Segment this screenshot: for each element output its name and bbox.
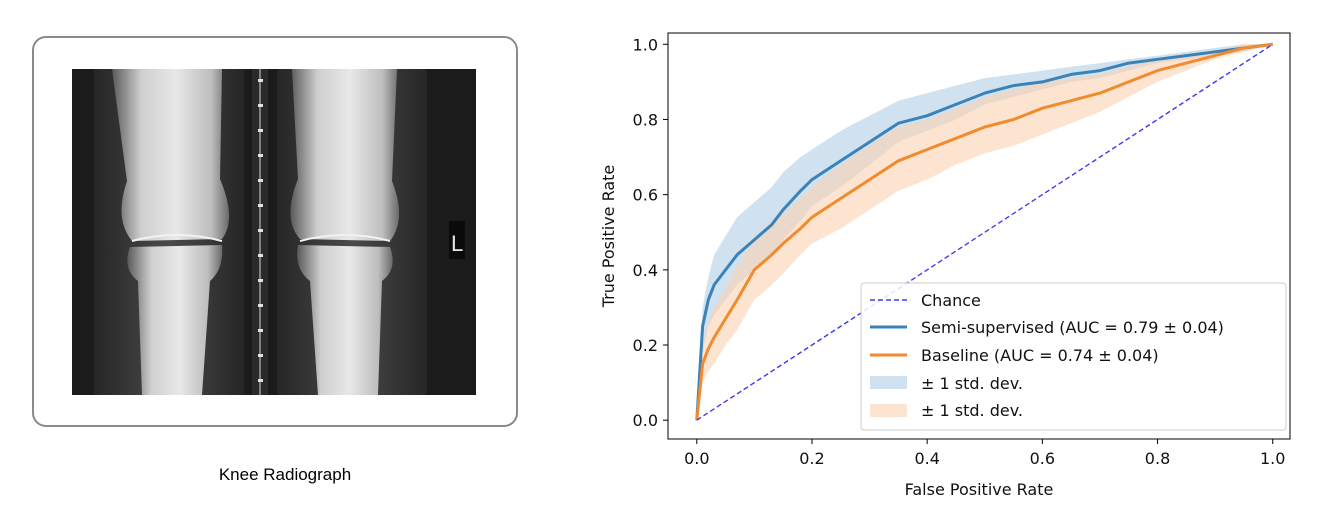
side-marker-letter: L — [451, 231, 463, 256]
y-tick-label: 0.4 — [633, 261, 658, 280]
legend-swatch-band-blue — [870, 376, 907, 389]
roc-curves — [695, 42, 1274, 421]
legend-label-band-orange: ± 1 std. dev. — [921, 401, 1023, 420]
x-axis-label: False Positive Rate — [905, 480, 1054, 499]
legend: Chance Semi-supervised (AUC = 0.79 ± 0.0… — [860, 282, 1287, 431]
y-tick-label: 0.8 — [633, 110, 658, 129]
legend-swatch-band-orange — [870, 404, 907, 417]
x-tick-label: 0.0 — [684, 449, 709, 468]
x-tick-label: 0.8 — [1145, 449, 1170, 468]
image-caption: Knee Radiograph — [218, 465, 352, 484]
y-tick-label: 0.0 — [633, 411, 658, 430]
x-tick-label: 0.6 — [1030, 449, 1055, 468]
std-bands — [696, 44, 1273, 421]
std-band-1 — [696, 44, 1273, 421]
y-tick-label: 0.6 — [633, 186, 658, 205]
x-tick-label: 0.4 — [914, 449, 939, 468]
x-axis-ticks: 0.0 0.2 0.4 0.6 0.8 1.0 — [684, 439, 1285, 468]
y-tick-label: 1.0 — [633, 35, 658, 54]
roc-line-0 — [696, 43, 1274, 421]
y-axis-ticks: 0.0 0.2 0.4 0.6 0.8 1.0 — [633, 35, 668, 430]
legend-label-baseline: Baseline (AUC = 0.74 ± 0.04) — [921, 346, 1159, 365]
x-tick-label: 1.0 — [1260, 449, 1285, 468]
plot-frame — [667, 32, 1291, 440]
y-axis-label: True Positive Rate — [599, 165, 618, 309]
roc-line-2 — [695, 42, 1273, 421]
legend-label-chance: Chance — [921, 291, 981, 310]
legend-label-band-blue: ± 1 std. dev. — [921, 374, 1023, 393]
roc-line-1 — [695, 42, 1273, 421]
legend-box — [860, 282, 1287, 431]
legend-label-semi: Semi-supervised (AUC = 0.79 ± 0.04) — [921, 318, 1224, 337]
knee-radiograph-image: L — [72, 69, 476, 395]
y-tick-label: 0.2 — [633, 336, 658, 355]
std-band-0 — [696, 44, 1273, 421]
x-tick-label: 0.2 — [799, 449, 824, 468]
